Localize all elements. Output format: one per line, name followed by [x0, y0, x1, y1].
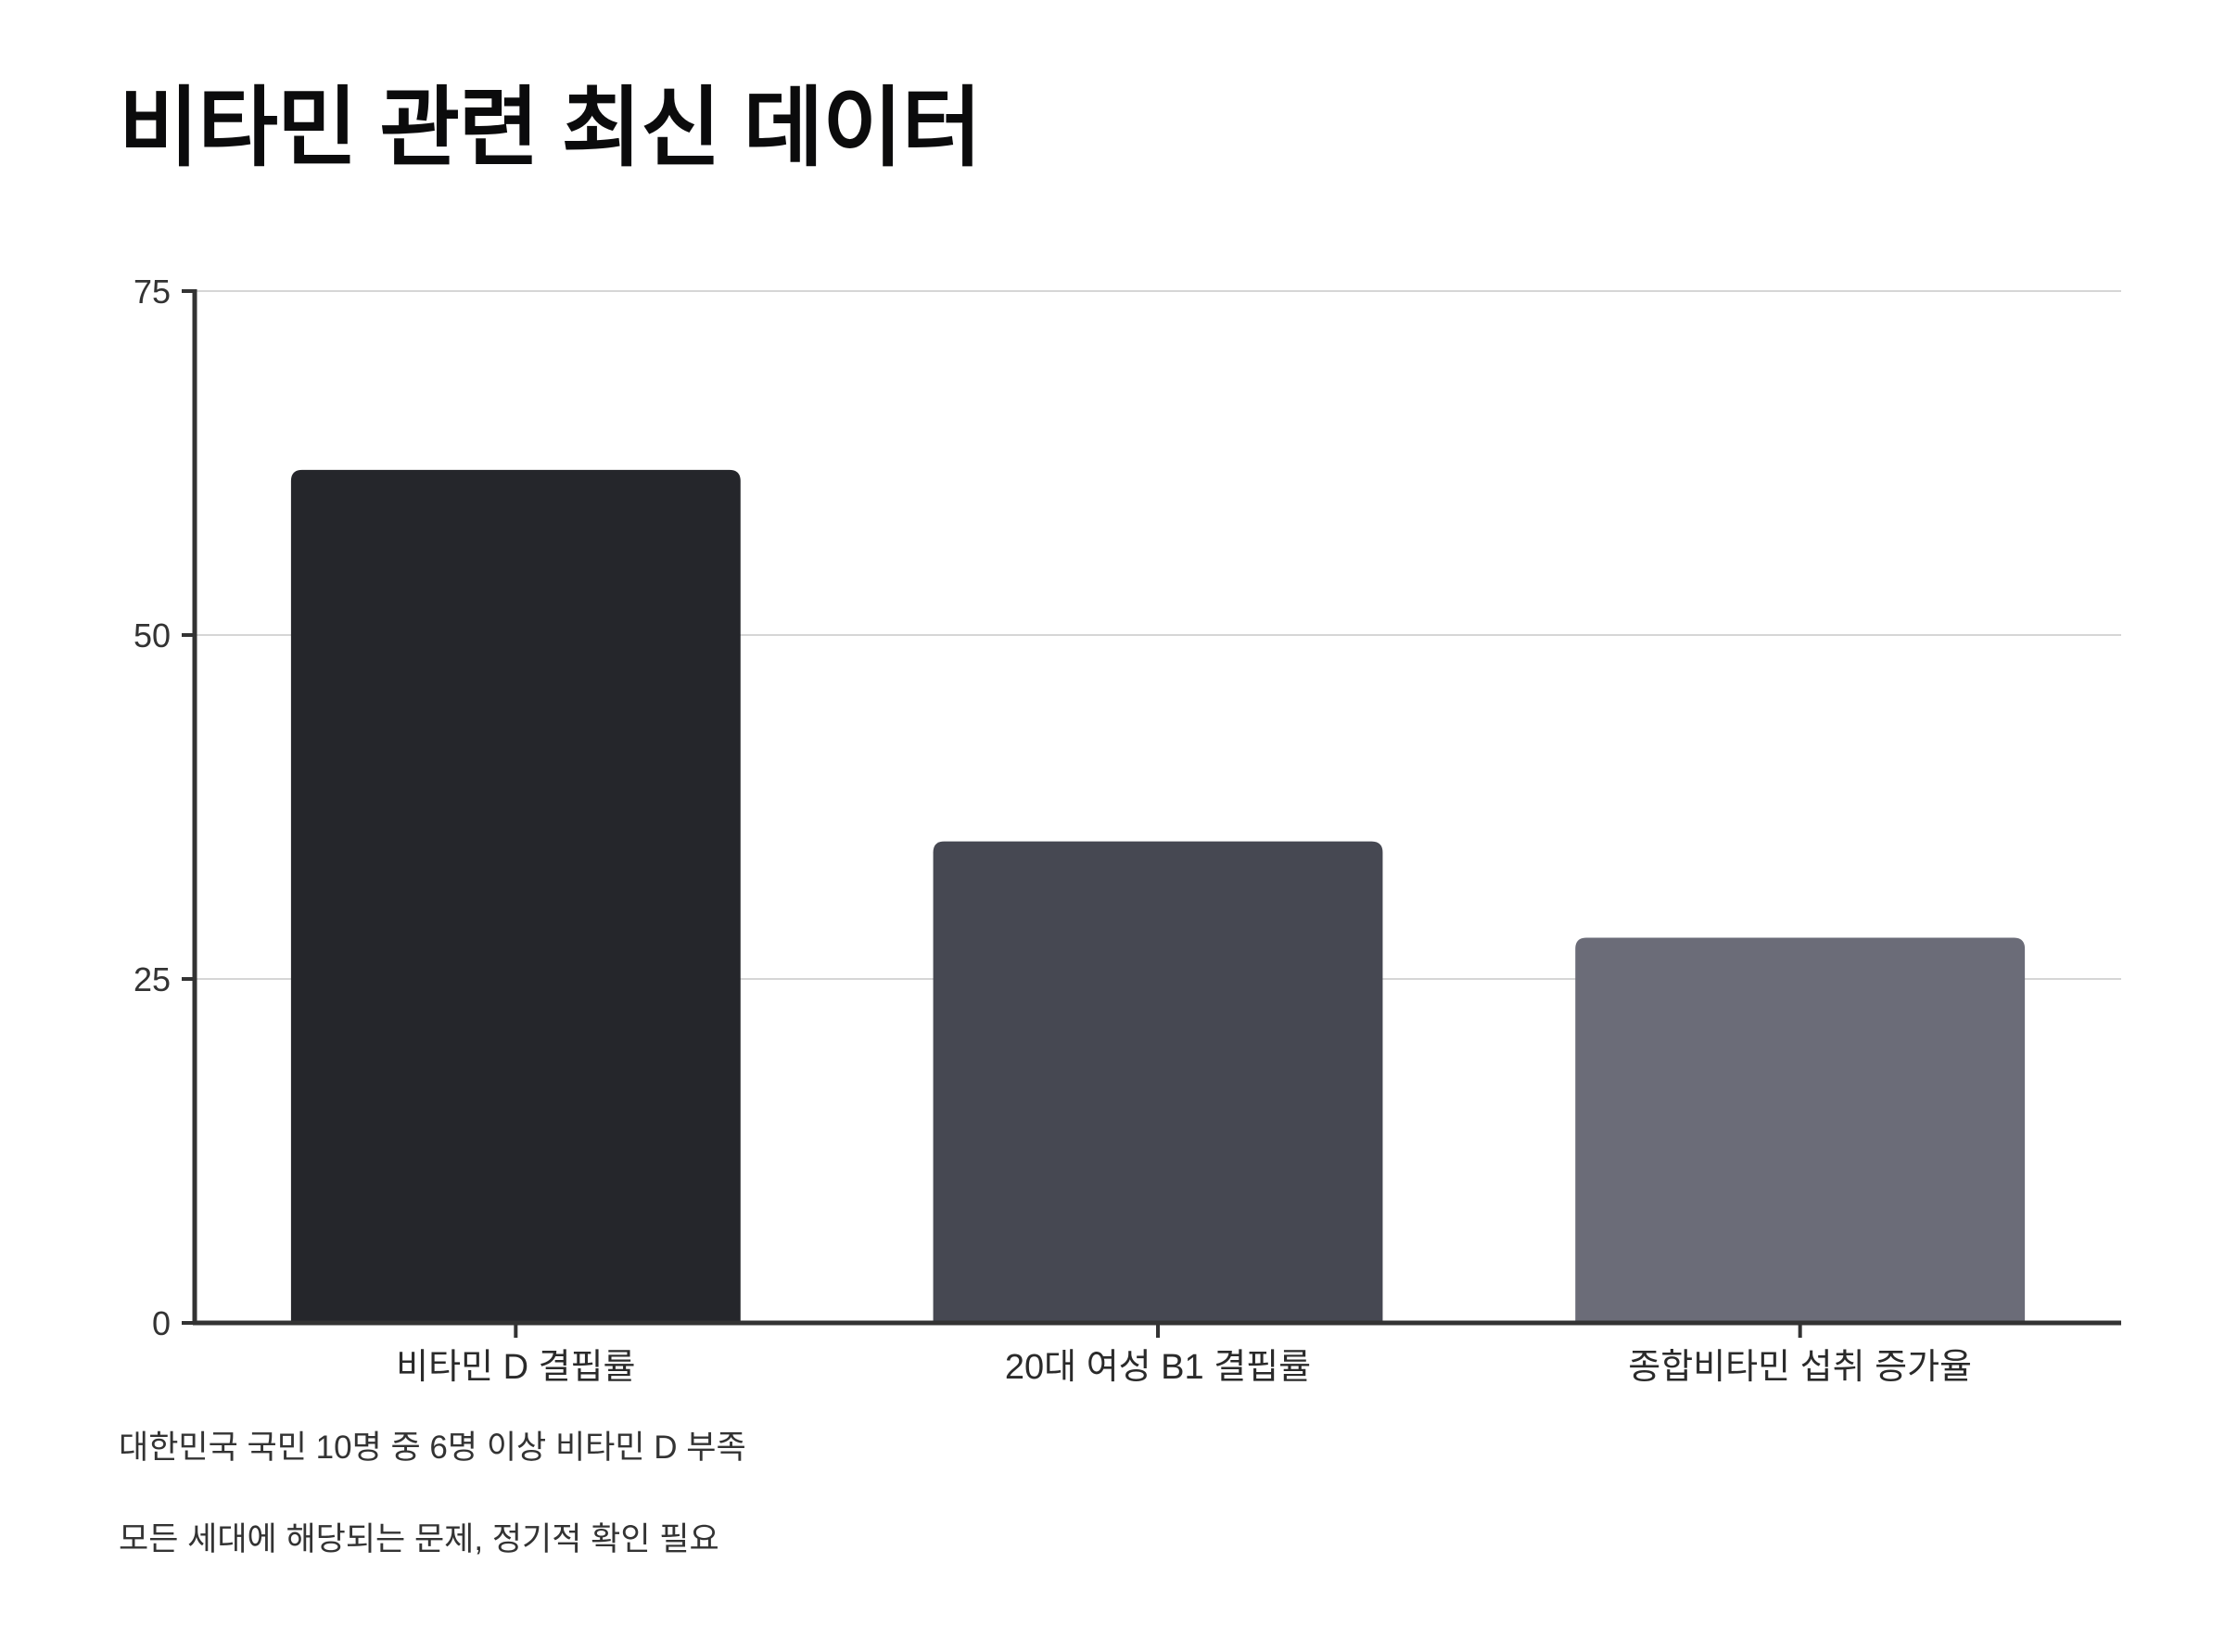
- bars: [290, 469, 2026, 1323]
- x-tick-label-3: 종합비타민 섭취 증가율: [1628, 1348, 1972, 1387]
- bar-2: [933, 841, 1383, 1323]
- page-title: 비타민 관련 최신 데이터: [119, 79, 982, 176]
- tick-labels: 0 25 50 75 비타민 D 결핍률 20대 여성 B1 결핍률 종합비타민 섭취 증가…: [134, 273, 1972, 1387]
- axes: [182, 289, 2121, 1338]
- y-tick-label-0: 0: [152, 1304, 171, 1342]
- y-tick-label-25: 25: [134, 960, 171, 998]
- footnote-1: 대한민국 국민 10명 중 6명 이상 비타민 D 부족: [119, 1430, 746, 1466]
- y-tick-label-50: 50: [134, 616, 171, 654]
- x-tick-label-1: 비타민 D 결핍률: [396, 1348, 635, 1387]
- bar-3: [1575, 937, 2026, 1323]
- bar-1: [290, 469, 741, 1323]
- chart-canvas: 0 25 50 75 비타민 D 결핍률 20대 여성 B1 결핍률 종합비타민 섭취 증가…: [134, 273, 2121, 1387]
- bar-chart: 0 25 50 75 비타민 D 결핍률 20대 여성 B1 결핍률 종합비타민 섭취 증가…: [134, 273, 2121, 1387]
- x-tick-label-2: 20대 여성 B1 결핍률: [1005, 1348, 1311, 1387]
- footnote-2: 모든 세대에 해당되는 문제, 정기적 확인 필요: [119, 1521, 719, 1557]
- y-tick-label-75: 75: [134, 273, 171, 311]
